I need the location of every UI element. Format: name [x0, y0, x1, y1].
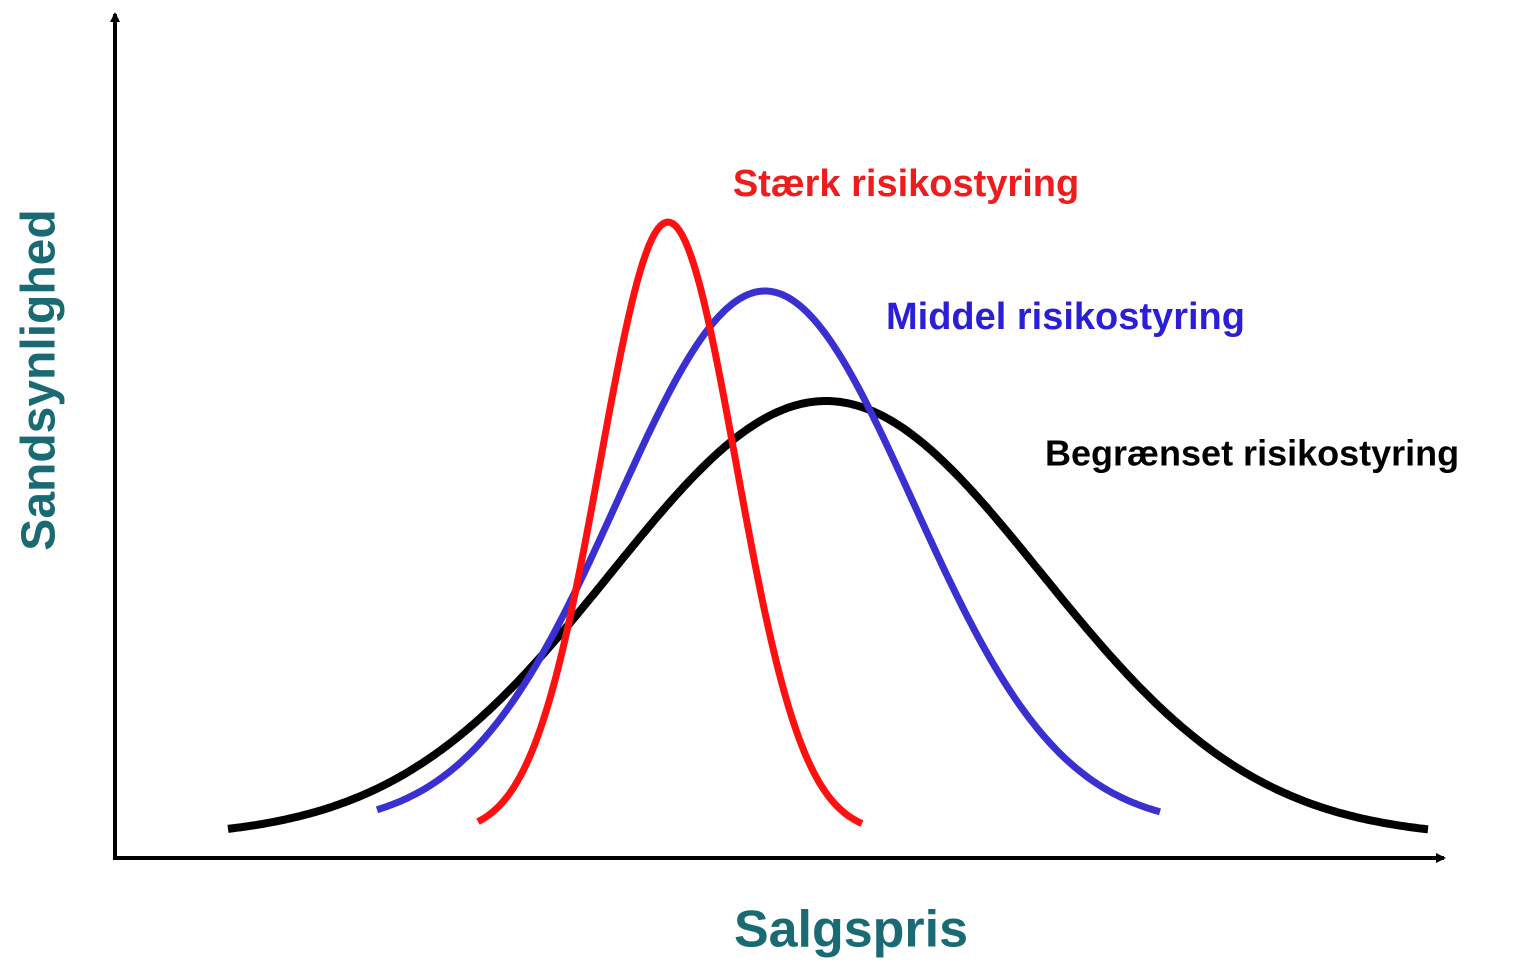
curve-label: Begrænset risikostyring [1045, 433, 1459, 474]
curve-limited [227, 397, 1429, 834]
x-axis-label: Salgspris [734, 901, 968, 959]
curve-label: Stærk risikostyring [733, 163, 1079, 205]
curve-label: Middel risikostyring [886, 296, 1245, 338]
y-axis-label: Sandsynlighed [13, 209, 66, 550]
curve-medium [375, 287, 1162, 816]
curve-strong [476, 218, 864, 827]
